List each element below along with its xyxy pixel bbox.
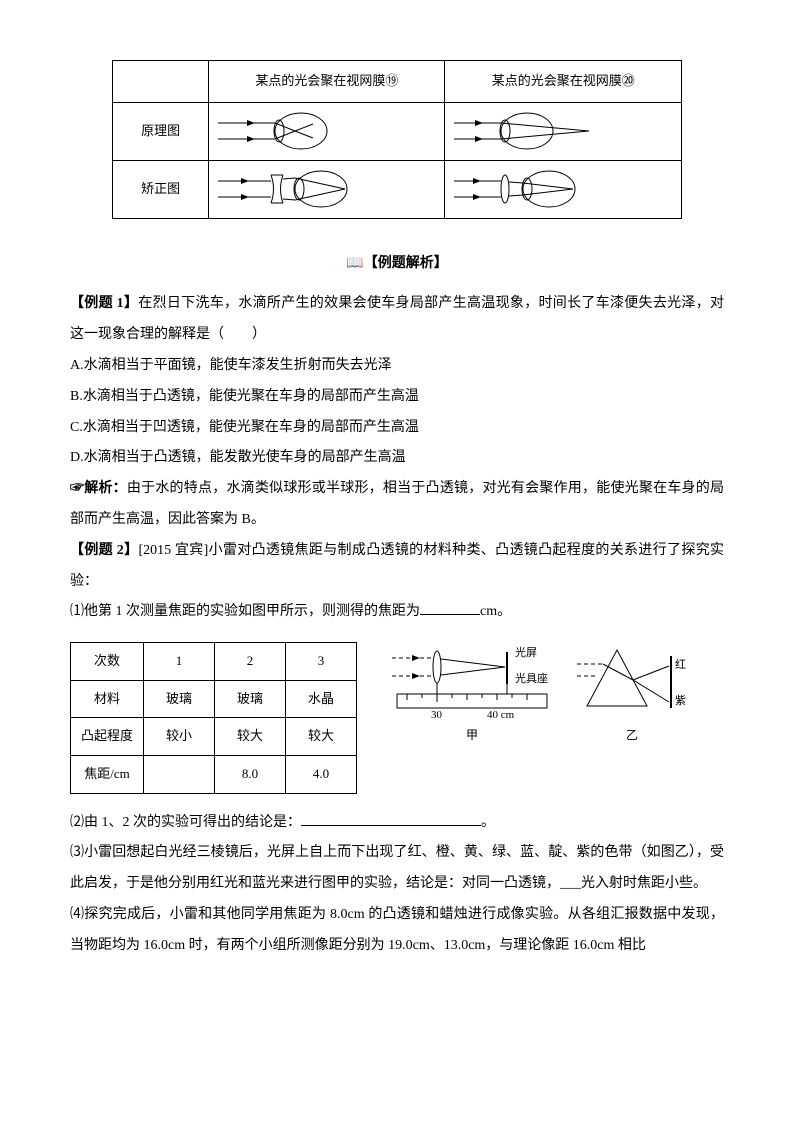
section-title: 📖【例题解析】 <box>70 249 724 280</box>
svg-text:40 cm: 40 cm <box>487 709 515 721</box>
ex1-opt-c: C.水滴相当于凹透镜，能使光聚在车身的局部而产生高温 <box>70 413 724 444</box>
svg-text:红: 红 <box>675 658 686 671</box>
ex1-opt-d: D.水滴相当于凸透镜，能发散光使车身的局部产生高温 <box>70 443 724 474</box>
myopia-correction-diagram <box>209 160 445 218</box>
blank-conclusion <box>301 811 481 826</box>
ex2-q4: ⑷探究完成后，小雷和其他同学用焦距为 8.0cm 的凸透镜和蜡烛进行成像实验。从… <box>70 900 724 962</box>
svg-text:紫: 紫 <box>675 694 686 707</box>
ex1-title: 【例题 1】 <box>70 296 138 311</box>
col2-header: 某点的光会聚在视网膜⑳ <box>445 61 682 103</box>
col1-header: 某点的光会聚在视网膜⑲ <box>209 61 445 103</box>
hyperopia-principle-diagram <box>445 102 682 160</box>
ex1-stem: 【例题 1】在烈日下洗车，水滴所产生的效果会使车身局部产生高温现象，时间长了车漆… <box>70 289 724 351</box>
ex2-q3: ⑶小雷回想起白光经三棱镜后，光屏上自上而下出现了红、橙、黄、绿、蓝、靛、紫的色带… <box>70 838 724 900</box>
svg-text:光屏: 光屏 <box>515 645 537 659</box>
hyperopia-correction-diagram <box>445 160 682 218</box>
vision-table: 某点的光会聚在视网膜⑲ 某点的光会聚在视网膜⑳ 原理图 <box>112 60 682 219</box>
ex1-opt-b: B.水滴相当于凸透镜，能使光聚在车身的局部而产生高温 <box>70 382 724 413</box>
myopia-principle-diagram <box>209 102 445 160</box>
ex2-title: 【例题 2】 <box>70 543 138 558</box>
experiment-table: 次数123 材料玻璃玻璃水晶 凸起程度较小较大较大 焦距/cm8.04.0 <box>70 642 357 793</box>
blank-focal <box>420 600 480 615</box>
row2-label: 矫正图 <box>113 160 209 218</box>
experiment-row: 次数123 材料玻璃玻璃水晶 凸起程度较小较大较大 焦距/cm8.04.0 光屏… <box>70 642 724 793</box>
figure-jia: 光屏 光具座 30 40 cm 甲 <box>387 642 557 748</box>
svg-text:光具座: 光具座 <box>515 671 548 685</box>
ex2-q1: ⑴他第 1 次测量焦距的实验如图甲所示，则测得的焦距为cm。 <box>70 597 724 628</box>
row1-label: 原理图 <box>113 102 209 160</box>
ex2-q2: ⑵由 1、2 次的实验可得出的结论是：。 <box>70 808 724 839</box>
ex1-answer: ☞解析：由于水的特点，水滴类似球形或半球形，相当于凸透镜，对光有会聚作用，能使光… <box>70 474 724 536</box>
figure-yi: 红 紫 乙 <box>577 642 687 748</box>
svg-text:30: 30 <box>431 709 443 721</box>
ex2-stem: 【例题 2】[2015 宜宾]小雷对凸透镜焦距与制成凸透镜的材料种类、凸透镜凸起… <box>70 536 724 598</box>
ex1-ans-label: ☞解析： <box>70 481 127 496</box>
ex1-opt-a: A.水滴相当于平面镜，能使车漆发生折射而失去光泽 <box>70 351 724 382</box>
